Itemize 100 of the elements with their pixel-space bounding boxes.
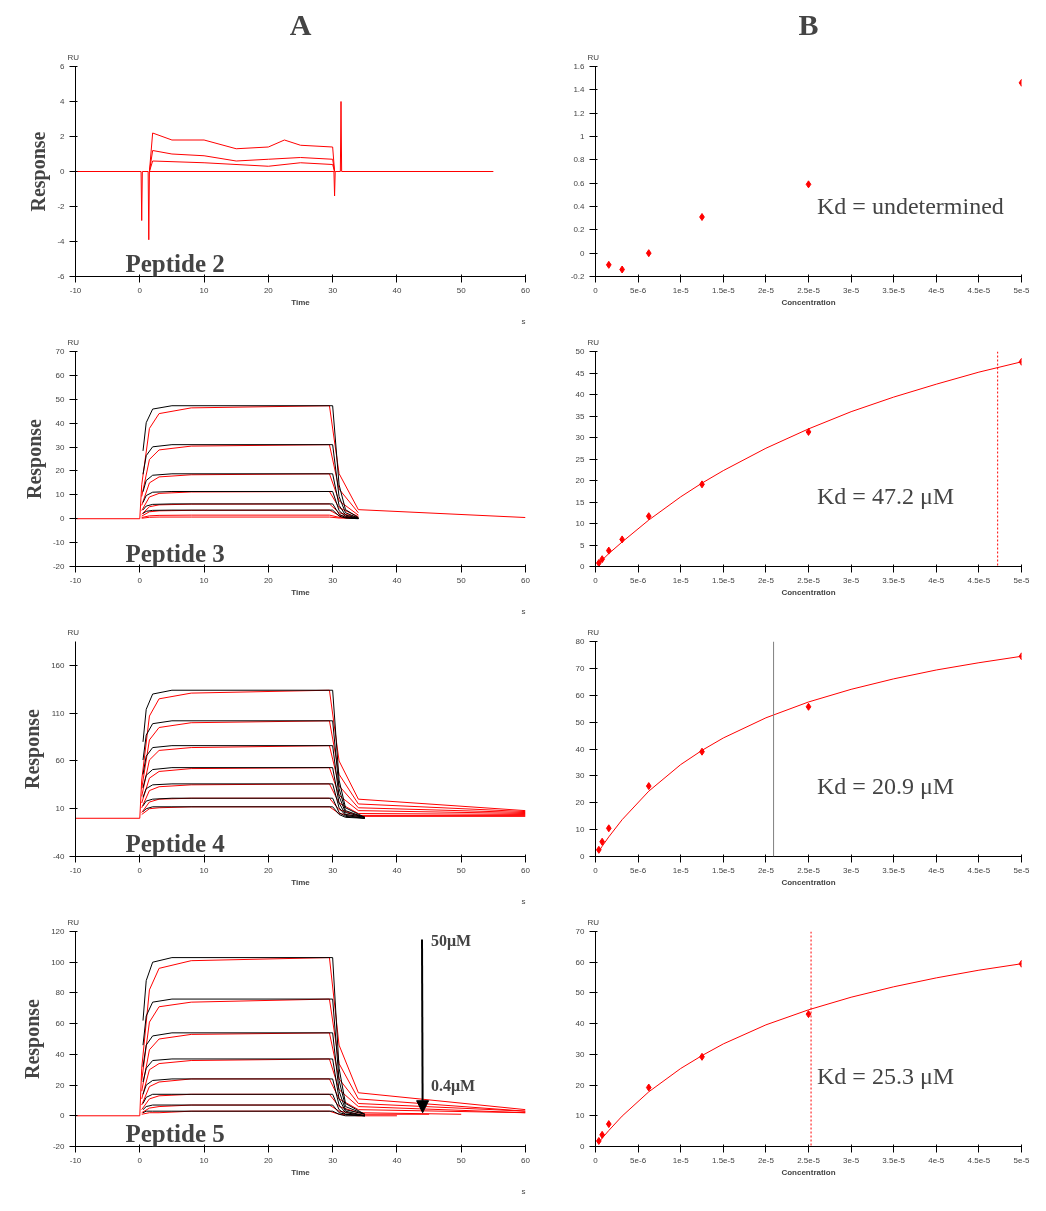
x-axis-title: Concentration: [781, 1167, 836, 1177]
x-tick-label: 4e-5: [928, 865, 945, 875]
x-tick-label: 30: [328, 285, 338, 295]
y-tick-label: 1.2: [573, 108, 586, 118]
x-tick-label: 20: [263, 285, 274, 295]
x-tick-label: 5e-6: [630, 285, 647, 295]
x-tick-label: 0: [137, 285, 143, 295]
y-tick-label: 110: [51, 708, 66, 718]
y-tick-label: 60: [575, 690, 586, 700]
chart-title: A: [289, 7, 312, 41]
x-tick-label: 4e-5: [928, 575, 945, 585]
x-tick-label: -10: [69, 865, 82, 875]
x-tick-label: 40: [392, 575, 402, 585]
text: RU: [67, 917, 80, 927]
x-tick-label: 0: [593, 575, 599, 585]
y-tick-label: 0: [580, 1142, 586, 1151]
y-tick-label: 0: [60, 167, 66, 176]
y-tick-label: 160: [51, 660, 66, 670]
y-tick-label: 60: [575, 957, 586, 967]
y-tick-label: -0.2: [570, 272, 586, 281]
y-tick-label: 40: [55, 1049, 66, 1059]
y-tick-label: 1.4: [573, 85, 586, 95]
y-tick-label: 120: [51, 927, 66, 936]
text: RU: [587, 337, 600, 347]
x-tick-label: 2e-5: [757, 285, 775, 295]
x-tick-label: 2e-5: [757, 865, 775, 875]
y-axis-title: Response: [21, 998, 45, 1079]
x-tick-label: 5e-6: [630, 865, 647, 875]
x-tick-label: 5e-6: [630, 1155, 647, 1165]
x-tick-label: 1e-5: [672, 285, 690, 295]
x-axis-title: Time: [291, 877, 311, 887]
y-tick-label: 20: [575, 476, 586, 485]
y-tick-label: 0.4: [573, 202, 586, 211]
text: RU: [67, 337, 80, 347]
y-tick-label: 60: [55, 370, 66, 380]
y-tick-label: -20: [52, 1142, 66, 1151]
x-axis-title: Concentration: [781, 587, 836, 597]
x-tick-label: 30: [328, 575, 338, 585]
y-tick-label: 10: [575, 519, 586, 528]
x-tick-label: 4.5e-5: [967, 285, 991, 295]
x-tick-label: 0: [137, 865, 143, 875]
x-tick-label: 0: [593, 285, 599, 295]
x-tick-label: 50: [456, 865, 467, 875]
x-tick-label: 50: [456, 285, 467, 295]
x-tick-label: -10: [69, 1155, 82, 1165]
x-tick-label: 4e-5: [928, 285, 945, 295]
y-tick-label: 30: [575, 1049, 586, 1059]
y-tick-label: 80: [575, 637, 586, 646]
annotation: Kd = 25.3 μM: [817, 1063, 955, 1089]
annotation: Peptide 2: [125, 249, 225, 277]
x-tick-label: 3.5e-5: [882, 865, 906, 875]
y-tick-label: 70: [575, 663, 586, 673]
x-tick-label: 0: [137, 575, 143, 585]
y-tick-label: 70: [55, 347, 66, 356]
x-tick-label: 4.5e-5: [967, 575, 991, 585]
x-tick-label: 1.5e-5: [711, 865, 736, 875]
x-axis-title: Time: [291, 587, 311, 597]
x-tick-label: 10: [199, 865, 210, 875]
x-tick-label: 3e-5: [843, 285, 860, 295]
x-tick-label: 20: [263, 1155, 274, 1165]
y-tick-label: 0: [60, 1111, 66, 1121]
y-tick-label: 50: [575, 347, 586, 356]
y-tick-label: 20: [55, 466, 66, 476]
x-axis-title: Concentration: [781, 297, 836, 307]
y-tick-label: 25: [575, 454, 586, 464]
x-tick-label: 3e-5: [843, 575, 860, 585]
x-tick-label: 60: [521, 865, 531, 875]
y-tick-label: 10: [55, 804, 66, 814]
y-tick-label: 40: [575, 744, 586, 754]
y-tick-label: 0.8: [573, 155, 586, 165]
y-tick-label: -2: [57, 202, 66, 211]
x-tick-label: 2e-5: [757, 1155, 775, 1165]
y-tick-label: 30: [575, 433, 586, 442]
y-tick-label: 40: [575, 1019, 586, 1029]
x-tick-label: 60: [521, 1155, 531, 1165]
x-tick-label: 1e-5: [672, 575, 690, 585]
x-tick-label: 10: [199, 575, 210, 585]
x-tick-label: 4e-5: [928, 1155, 945, 1165]
y-tick-label: 1.6: [573, 62, 586, 71]
text: RU: [67, 627, 80, 637]
y-tick-label: 2: [60, 132, 66, 141]
y-tick-label: -40: [52, 852, 66, 861]
y-tick-label: 30: [575, 771, 586, 781]
y-tick-label: -10: [52, 538, 66, 548]
x-axis-title: Time: [291, 297, 311, 307]
annotation: Kd = undetermined: [817, 193, 1004, 219]
annotation: 50μM: [431, 931, 472, 950]
x-tick-label: 40: [392, 1155, 402, 1165]
x-tick-label: 0: [137, 1155, 143, 1165]
x-tick-label: 2e-5: [757, 575, 775, 585]
x-tick-label: 1e-5: [672, 1155, 690, 1165]
y-tick-label: 6: [60, 62, 66, 71]
x-tick-label: 20: [263, 865, 274, 875]
x-tick-label: 50: [456, 1155, 467, 1165]
y-tick-label: -4: [57, 237, 66, 246]
y-tick-label: 80: [55, 988, 66, 998]
x-tick-label: 40: [392, 865, 402, 875]
x-tick-label: 3.5e-5: [882, 575, 906, 585]
x-tick-label: 3e-5: [843, 865, 860, 875]
annotation: Peptide 4: [125, 829, 226, 857]
